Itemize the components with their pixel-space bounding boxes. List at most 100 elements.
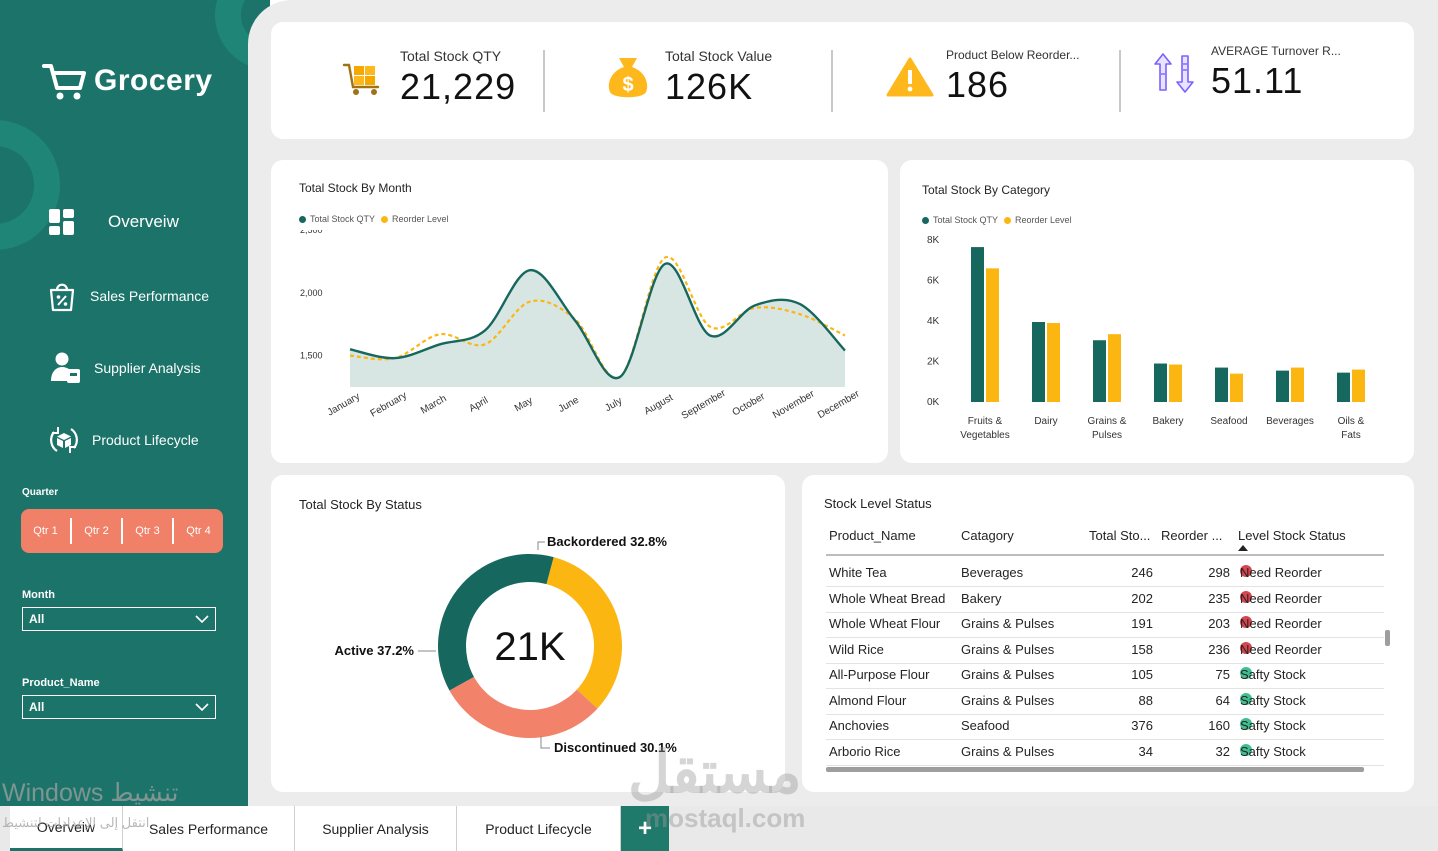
dashboard-grid-icon xyxy=(44,204,80,240)
tab-product-lifecycle[interactable]: Product Lifecycle xyxy=(457,806,621,851)
y-tick-label: 2K xyxy=(927,357,940,368)
tab-label: Supplier Analysis xyxy=(322,820,429,837)
product-slicer-title: Product_Name xyxy=(22,677,100,689)
table-row[interactable]: White Tea Beverages 246 298 Need Reorder xyxy=(826,562,1384,587)
donut-slice-discontinued[interactable] xyxy=(449,676,598,738)
tab-label: Product Lifecycle xyxy=(485,820,592,837)
product-dropdown-value: All xyxy=(29,700,45,714)
legend-label: Reorder Level xyxy=(1015,215,1072,225)
cell-category: Seafood xyxy=(961,718,1010,733)
cell-category: Grains & Pulses xyxy=(961,667,1055,682)
need-reorder-status-icon xyxy=(1240,590,1252,603)
cell-category: Grains & Pulses xyxy=(961,692,1055,708)
product-dropdown[interactable]: All xyxy=(22,695,216,719)
brand-logo: Grocery xyxy=(42,60,213,102)
bar-total-stock[interactable] xyxy=(1093,340,1106,402)
bar-reorder-level[interactable] xyxy=(1108,334,1121,402)
bar-total-stock[interactable] xyxy=(1337,372,1350,402)
table-vertical-scrollbar[interactable] xyxy=(1385,630,1390,646)
quarter-button[interactable]: Qtr 1 xyxy=(33,525,58,537)
donut-center-label: 21K xyxy=(494,625,565,669)
bar-total-stock[interactable] xyxy=(1215,367,1228,402)
table-horizontal-scrollbar[interactable] xyxy=(826,767,1364,772)
windows-activation-watermark: Windows تنشيط xyxy=(2,779,179,807)
table-row[interactable]: Whole Wheat Bread Bakery 202 235 Need Reorde… xyxy=(826,588,1384,613)
stock-by-status-card xyxy=(271,475,785,792)
nav-item-supplier-analysis[interactable]: Supplier Analysis xyxy=(48,350,201,386)
column-header[interactable]: Level Stock Status xyxy=(1238,528,1346,543)
cell-total-stock: 158 xyxy=(1131,641,1153,657)
bar-reorder-level[interactable] xyxy=(986,268,999,402)
x-tick-label: Beverages xyxy=(1266,416,1314,427)
column-header[interactable]: Reorder ... xyxy=(1161,528,1223,543)
mostaql-watermark-url: mostaql.com xyxy=(645,803,806,833)
cell-reorder: 235 xyxy=(1208,590,1230,606)
tab-overview[interactable]: Overveiw xyxy=(10,806,123,851)
nav-item-product-lifecycle[interactable]: Product Lifecycle xyxy=(46,422,199,458)
table-row[interactable]: Whole Wheat Flour Grains & Pulses 191 203 Ne… xyxy=(826,613,1384,638)
table-row[interactable]: All-Purpose Flour Grains & Pulses 105 75 Saf… xyxy=(826,664,1384,689)
status-label: Safty Stock xyxy=(1240,718,1306,733)
cell-total-stock: 246 xyxy=(1131,565,1153,580)
bar-total-stock[interactable] xyxy=(1154,363,1167,402)
kpi-title: Total Stock QTY xyxy=(400,48,502,64)
table-row[interactable]: Almond Flour Grains & Pulses 88 64 Safty Sto… xyxy=(826,690,1384,715)
column-header[interactable]: Catagory xyxy=(961,528,1014,543)
x-tick-label: February xyxy=(369,390,409,420)
donut-slice-active[interactable] xyxy=(438,554,554,691)
table-row[interactable]: Anchovies Seafood 376 160 Safty Stock xyxy=(826,715,1384,740)
bar-reorder-level[interactable] xyxy=(1230,373,1243,402)
svg-text:$: $ xyxy=(622,74,633,96)
column-header[interactable]: Product_Name xyxy=(829,528,916,543)
bar-total-stock[interactable] xyxy=(1276,370,1289,402)
nav-item-overview[interactable]: Overveiw xyxy=(44,204,179,240)
kpi-title: Total Stock Value xyxy=(665,48,773,64)
legend-dot-teal xyxy=(299,215,306,223)
kpi-value: 126K xyxy=(665,66,754,107)
bar-reorder-level[interactable] xyxy=(1047,323,1060,402)
need-reorder-status-icon xyxy=(1240,616,1252,628)
kpi-value: 51.11 xyxy=(1211,60,1304,101)
donut-slice-backordered[interactable] xyxy=(546,557,622,709)
kpi-divider xyxy=(543,50,545,112)
x-tick-label: Fats xyxy=(1341,430,1360,441)
bar-reorder-level[interactable] xyxy=(1352,369,1365,402)
add-page-button[interactable]: + xyxy=(621,806,669,851)
cell-total-stock: 34 xyxy=(1138,743,1153,759)
leader-line xyxy=(537,541,545,550)
x-tick-label: August xyxy=(643,392,676,417)
cell-product: All-Purpose Flour xyxy=(829,667,930,682)
chart-title: Total Stock By Status xyxy=(299,497,422,512)
table-row[interactable]: Wild Rice Grains & Pulses 158 236 Need Reord… xyxy=(826,639,1384,664)
kpi-divider xyxy=(1119,50,1121,112)
bar-total-stock[interactable] xyxy=(1032,322,1045,402)
kpi-value: 186 xyxy=(946,64,1010,105)
bar-total-stock[interactable] xyxy=(971,247,984,402)
bar-reorder-level[interactable] xyxy=(1169,364,1182,402)
cell-product: Wild Rice xyxy=(829,641,884,657)
quarter-button[interactable]: Qtr 3 xyxy=(135,525,160,537)
chart-title: Total Stock By Month xyxy=(299,181,412,195)
bar-reorder-level[interactable] xyxy=(1291,367,1304,402)
column-header[interactable]: Total Sto... xyxy=(1089,528,1151,543)
tab-supplier-analysis[interactable]: Supplier Analysis xyxy=(295,806,457,851)
sidebar: Grocery Overveiw Sales Performance Suppl… xyxy=(0,0,270,806)
x-tick-label: Dairy xyxy=(1034,416,1057,427)
cell-reorder: 32 xyxy=(1215,743,1230,759)
table-row[interactable]: Arborio Rice Grains & Pulses 34 32 Safty Sto… xyxy=(826,741,1384,766)
month-slicer-title: Month xyxy=(22,589,55,601)
quarter-button[interactable]: Qtr 2 xyxy=(84,525,109,537)
x-tick-label: September xyxy=(680,388,728,422)
cell-reorder: 203 xyxy=(1208,616,1230,631)
table-title: Stock Level Status xyxy=(824,496,932,511)
x-tick-label: December xyxy=(816,388,862,421)
status-label: Safty Stock xyxy=(1240,743,1306,759)
kpi-divider xyxy=(831,50,833,112)
status-label: Need Reorder xyxy=(1240,565,1322,580)
nav-item-sales-performance[interactable]: Sales Performance xyxy=(44,278,209,314)
quarter-button[interactable]: Qtr 4 xyxy=(186,525,211,537)
tab-sales-performance[interactable]: Sales Performance xyxy=(123,806,295,851)
chart-title: Total Stock By Category xyxy=(922,183,1051,197)
month-dropdown[interactable]: All xyxy=(22,607,216,631)
x-tick-label: March xyxy=(419,393,449,416)
